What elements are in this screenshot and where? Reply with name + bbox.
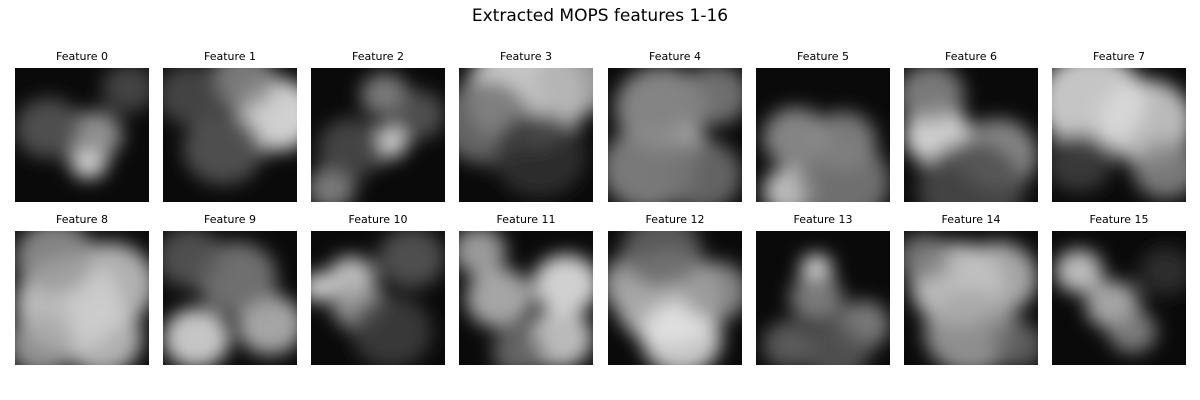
intensity-blob — [1132, 138, 1186, 199]
intensity-blob — [661, 139, 742, 202]
intensity-blob — [681, 261, 742, 322]
feature-label: Feature 8 — [55, 213, 109, 226]
feature-patch — [311, 231, 445, 365]
feature-patch — [15, 231, 149, 365]
intensity-blob — [465, 267, 533, 329]
intensity-blob — [163, 308, 230, 365]
feature-label: Feature 1 — [203, 50, 257, 63]
intensity-blob — [532, 254, 593, 315]
feature-panel: Feature 5 — [756, 50, 890, 202]
intensity-blob — [163, 68, 224, 125]
feature-panel: Feature 2 — [311, 50, 445, 202]
feature-patch — [459, 68, 593, 202]
feature-panel: Feature 15 — [1052, 213, 1186, 365]
feature-label: Feature 4 — [648, 50, 702, 63]
intensity-blob — [459, 231, 506, 276]
intensity-blob — [904, 68, 965, 125]
feature-patch — [459, 231, 593, 365]
intensity-blob — [1054, 249, 1103, 293]
feature-panel: Feature 10 — [311, 213, 445, 365]
intensity-blob — [1052, 131, 1113, 192]
feature-patch — [608, 68, 742, 202]
feature-panel: Feature 11 — [459, 213, 593, 365]
feature-panel: Feature 6 — [904, 50, 1038, 202]
feature-panel: Feature 14 — [904, 213, 1038, 365]
feature-patch — [756, 68, 890, 202]
feature-label: Feature 3 — [499, 50, 553, 63]
intensity-blob — [492, 112, 587, 198]
feature-label: Feature 5 — [796, 50, 850, 63]
feature-patch — [904, 231, 1038, 365]
feature-label: Feature 13 — [793, 213, 853, 226]
intensity-blob — [61, 302, 143, 365]
intensity-blob — [15, 314, 76, 365]
feature-patch — [756, 231, 890, 365]
feature-patch — [15, 68, 149, 202]
intensity-blob — [802, 321, 870, 365]
feature-label: Feature 10 — [348, 213, 408, 226]
feature-panel: Feature 0 — [15, 50, 149, 202]
intensity-blob — [183, 112, 264, 185]
feature-panel: Feature 7 — [1052, 50, 1186, 202]
feature-panel: Feature 3 — [459, 50, 593, 202]
feature-panel: Feature 4 — [608, 50, 742, 202]
intensity-blob — [796, 139, 890, 202]
intensity-blob — [917, 140, 1025, 202]
intensity-blob — [209, 68, 277, 112]
feature-panel: Feature 12 — [608, 213, 742, 365]
feature-panel: Feature 9 — [163, 213, 297, 365]
intensity-blob — [391, 90, 445, 140]
figure-title: Extracted MOPS features 1-16 — [471, 6, 729, 26]
intensity-blob — [621, 231, 702, 288]
intensity-blob — [163, 231, 224, 288]
feature-patch — [608, 231, 742, 365]
intensity-blob — [1139, 247, 1186, 296]
intensity-blob — [492, 327, 547, 365]
intensity-blob — [681, 68, 742, 125]
intensity-blob — [1108, 309, 1157, 354]
feature-patch — [904, 68, 1038, 202]
feature-label: Feature 0 — [55, 50, 109, 63]
intensity-blob — [904, 233, 951, 282]
intensity-blob — [317, 118, 385, 179]
intensity-blob — [102, 68, 149, 113]
feature-patch — [163, 231, 297, 365]
intensity-blob — [378, 231, 445, 288]
intensity-blob — [351, 295, 432, 365]
feature-label: Feature 2 — [351, 50, 405, 63]
feature-patch — [163, 68, 297, 202]
intensity-blob — [532, 68, 593, 118]
feature-patch — [1052, 68, 1186, 202]
feature-panel: Feature 1 — [163, 50, 297, 202]
feature-label: Feature 7 — [1092, 50, 1146, 63]
feature-label: Feature 11 — [496, 213, 556, 226]
feature-panel: Feature 8 — [15, 213, 149, 365]
intensity-blob — [68, 110, 123, 160]
feature-patch — [1052, 231, 1186, 365]
intensity-blob — [15, 98, 82, 159]
feature-label: Feature 9 — [203, 213, 257, 226]
intensity-blob — [991, 320, 1038, 365]
intensity-blob — [762, 320, 817, 365]
intensity-blob — [789, 273, 844, 323]
feature-label: Feature 15 — [1089, 213, 1149, 226]
feature-patch — [311, 68, 445, 202]
feature-label: Feature 12 — [645, 213, 705, 226]
feature-panel: Feature 13 — [756, 213, 890, 365]
intensity-blob — [15, 231, 96, 294]
feature-label: Feature 14 — [941, 213, 1001, 226]
feature-label: Feature 6 — [944, 50, 998, 63]
